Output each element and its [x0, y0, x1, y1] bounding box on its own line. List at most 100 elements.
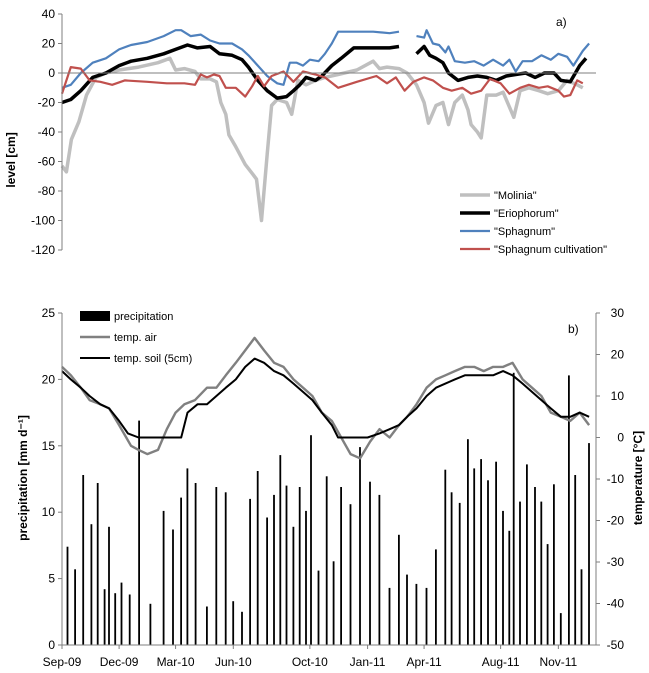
- precipitation-bar: [458, 502, 461, 645]
- precipitation-bar: [512, 372, 515, 645]
- precipitation-bar: [66, 546, 69, 645]
- panel-b-x-tick-label: Oct-10: [292, 655, 328, 669]
- precipitation-bar: [215, 487, 218, 645]
- precipitation-bar: [108, 526, 110, 645]
- panel-a-series-line: [60, 66, 584, 98]
- panel-a-y-tick-label: 40: [42, 7, 56, 21]
- panel-a-y-tick-label: -60: [38, 155, 56, 169]
- precipitation-bar: [534, 487, 536, 645]
- precipitation-bar: [266, 517, 268, 645]
- precipitation-bar: [273, 494, 275, 645]
- panel-a-y-tick-label: -80: [38, 184, 56, 198]
- precipitation-bar: [349, 504, 352, 645]
- panel-b-precipitation-bars: [66, 372, 590, 645]
- precipitation-bar: [359, 447, 361, 645]
- panel-b-y-axis-label: precipitation [mm d⁻¹]: [16, 415, 30, 541]
- panel-b-x-ticks: Sep-09 Dec-09 Mar-10 Jun-10 Oct-10 Jan-11 Apr-…: [43, 645, 578, 669]
- panel-b-right-y-tick-label: -20: [607, 514, 625, 528]
- panel-b-right-y-axis-label: temperature [°C]: [631, 431, 645, 525]
- precipitation-bar: [340, 487, 342, 645]
- precipitation-bar: [495, 461, 497, 645]
- precipitation-bar: [285, 485, 288, 645]
- precipitation-bar: [120, 582, 123, 645]
- precipitation-bar: [450, 492, 453, 645]
- precipitation-bar: [249, 498, 251, 645]
- precipitation-bar: [508, 530, 511, 645]
- precipitation-bar: [526, 464, 528, 645]
- precipitation-bar: [317, 570, 320, 645]
- precipitation-bar: [540, 501, 543, 645]
- panel-b-y-tick-label: 15: [42, 439, 56, 453]
- precipitation-bar: [444, 469, 447, 645]
- precipitation-bar: [388, 587, 391, 645]
- precipitation-bar: [487, 480, 489, 645]
- precipitation-bar: [162, 510, 165, 645]
- precipitation-bar: [186, 468, 189, 645]
- panel-b-x-tick-label: Jun-10: [215, 655, 252, 669]
- panel-a-y-tick-label: 20: [42, 37, 56, 51]
- precipitation-bar: [580, 569, 583, 645]
- panel-b-y-tick-label: 20: [42, 372, 56, 386]
- panel-a-y-axis-label: level [cm]: [4, 132, 18, 187]
- precipitation-bar: [398, 534, 400, 645]
- panel-b-right-y-tick-label: -40: [607, 597, 625, 611]
- precipitation-bar: [568, 375, 570, 645]
- precipitation-bar: [325, 476, 328, 645]
- precipitation-bar: [553, 484, 555, 645]
- precipitation-bar: [241, 611, 243, 645]
- precipitation-bar: [128, 594, 131, 645]
- precipitation-bar: [467, 439, 469, 645]
- precipitation-bar: [378, 494, 381, 645]
- panel-b-right-y-tick-label: 30: [611, 306, 625, 320]
- panel-b-x-tick-label: Dec-09: [100, 655, 139, 669]
- legend-label: precipitation: [114, 311, 173, 323]
- precipitation-bar: [232, 601, 235, 645]
- panel-a-legend: "Molinia" "Eriophorum" "Sphagnum" "Sphagnum…: [460, 190, 607, 256]
- precipitation-bar: [588, 443, 590, 645]
- panel-b-right-y-ticks: 30 20 10 0 -10 -20 -30 -40 -50: [596, 306, 624, 652]
- panel-b-y-tick-label: 25: [42, 306, 56, 320]
- legend-swatch: [80, 311, 110, 321]
- panel-a-y-ticks: 40 20 0 -20 -40 -60 -80 -100 -120: [31, 7, 62, 257]
- precipitation-bar: [435, 549, 437, 645]
- panel-b-x-tick-label: Nov-11: [539, 655, 577, 669]
- precipitation-bar: [149, 603, 152, 645]
- precipitation-bar: [332, 561, 335, 645]
- panel-b-right-y-tick-label: -30: [607, 555, 625, 569]
- panel-b-temperature-lines: [61, 336, 591, 460]
- precipitation-bar: [194, 483, 197, 645]
- panel-a-series-lines: [60, 29, 590, 223]
- precipitation-bar: [90, 524, 93, 645]
- panel-a-y-tick-label: -20: [38, 96, 56, 110]
- panel-b-label: b): [568, 322, 579, 336]
- precipitation-bar: [415, 583, 418, 645]
- precipitation-bar: [82, 475, 85, 645]
- precipitation-bar: [224, 492, 227, 645]
- precipitation-bar: [305, 510, 307, 645]
- panel-a-label: a): [556, 15, 567, 29]
- legend-label: "Sphagnum cultivation": [494, 244, 607, 256]
- legend-label: "Sphagnum": [494, 226, 555, 238]
- panel-b-y-tick-label: 5: [48, 572, 55, 586]
- precipitation-bar: [206, 606, 208, 645]
- precipitation-bar: [425, 587, 428, 645]
- precipitation-bar: [480, 459, 482, 645]
- precipitation-bar: [292, 526, 295, 645]
- precipitation-bar: [279, 455, 282, 645]
- panel-a-y-tick-label: -120: [31, 243, 55, 257]
- panel-b-x-tick-label: Aug-11: [482, 655, 520, 669]
- precipitation-bar: [114, 593, 117, 645]
- panel-b-left-y-ticks: 0 5 10 15 20 25: [42, 306, 62, 652]
- precipitation-bar: [256, 471, 259, 645]
- panel-b-legend: precipitation temp. air temp. soil (5cm): [80, 311, 192, 365]
- panel-a-y-tick-label: -100: [31, 214, 55, 228]
- precipitation-bar: [574, 475, 577, 645]
- precipitation-bar: [369, 481, 371, 645]
- temperature-line: [61, 336, 591, 460]
- precipitation-bar: [172, 529, 174, 645]
- panel-b-y-tick-label: 10: [42, 505, 56, 519]
- legend-label: "Eriophorum": [494, 208, 559, 220]
- panel-b-right-y-tick-label: -10: [607, 472, 625, 486]
